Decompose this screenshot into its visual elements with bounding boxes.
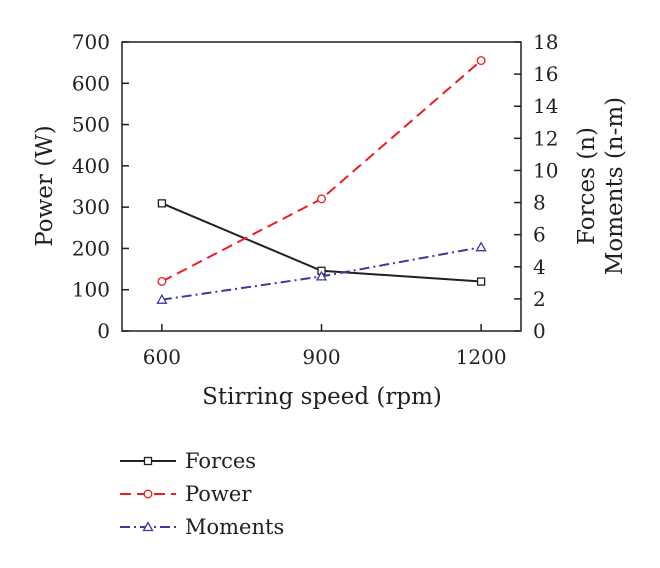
- right-y-tick-label: 2: [533, 287, 546, 311]
- data-point-moments: [156, 293, 168, 304]
- left-y-tick-label: 200: [72, 236, 110, 260]
- left-y-axis-label: Power (W): [32, 125, 58, 247]
- left-y-tick-label: 600: [72, 71, 110, 95]
- right-y-tick-label: 0: [533, 319, 546, 343]
- x-tick-label: 1200: [456, 345, 507, 369]
- left-y-tick-label: 400: [72, 154, 110, 178]
- plot-frame: [121, 41, 522, 332]
- legend-label-power: Power: [185, 482, 252, 506]
- left-y-tick-label: 700: [72, 30, 110, 54]
- legend-marker-moments: [142, 521, 154, 532]
- data-point-moments: [315, 270, 328, 281]
- left-y-axis: 0 100 200 300 400 500 600 700: [72, 30, 129, 343]
- legend-marker-forces: [143, 456, 153, 466]
- right-y-tick-label: 4: [533, 255, 546, 279]
- legend-label-forces: Forces: [185, 449, 256, 473]
- right-y-tick-label: 16: [533, 62, 558, 86]
- series-layer: [156, 56, 487, 304]
- data-point-moments: [475, 241, 487, 252]
- right-y-tick-label: 14: [533, 94, 558, 118]
- x-axis-label: Stirring speed (rpm): [202, 384, 442, 410]
- x-tick-label: 900: [302, 345, 340, 369]
- right-y-axis-label-moments: Moments (n-m): [602, 97, 628, 275]
- data-point-power: [157, 277, 167, 286]
- legend: Forces Power Moments: [120, 449, 284, 539]
- legend-label-moments: Moments: [185, 515, 284, 539]
- right-y-tick-label: 8: [533, 191, 546, 215]
- data-point-forces: [476, 277, 486, 286]
- data-point-power: [317, 194, 326, 204]
- right-y-tick-label: 12: [533, 126, 558, 150]
- x-axis: 600 900 1200: [143, 324, 507, 369]
- left-y-tick-label: 0: [97, 319, 110, 343]
- legend-marker-power: [143, 489, 153, 499]
- series-line-power: [161, 59, 482, 283]
- left-y-tick-label: 100: [72, 278, 110, 302]
- data-point-forces: [157, 199, 167, 208]
- left-y-tick-label: 300: [72, 195, 110, 219]
- right-y-tick-label: 18: [533, 30, 558, 54]
- right-y-axis-label-forces: Forces (n): [574, 127, 600, 245]
- left-y-tick-label: 500: [72, 113, 110, 137]
- right-y-tick-label: 6: [533, 223, 546, 247]
- data-point-power: [476, 56, 486, 66]
- x-tick-label: 600: [143, 345, 181, 369]
- right-y-axis: 0 2 4 6 8 10 12 14 16 18: [514, 30, 558, 343]
- right-y-tick-label: 10: [533, 158, 558, 182]
